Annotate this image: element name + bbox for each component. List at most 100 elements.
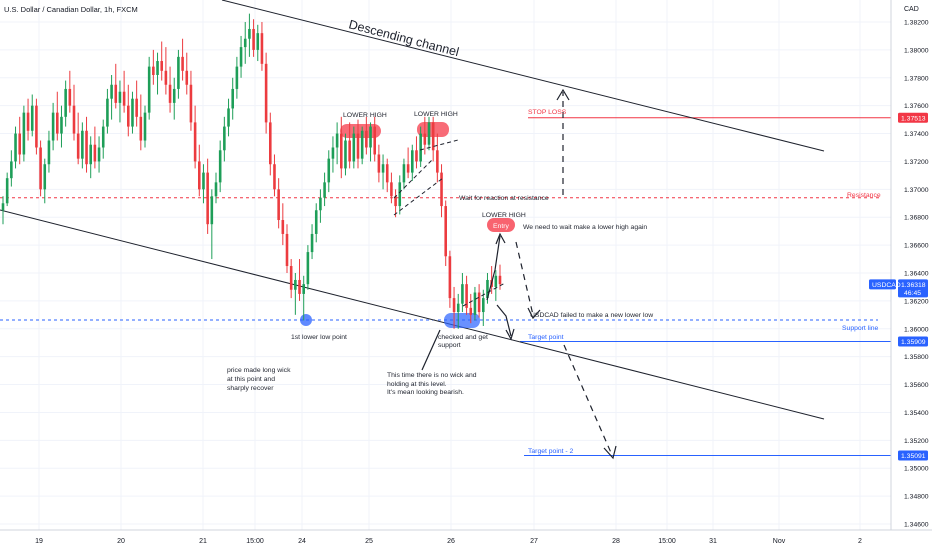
- price-tick-label: 1.35200: [904, 438, 929, 445]
- candle-body: [302, 284, 306, 294]
- candle-body: [223, 126, 226, 151]
- candle-body: [1, 203, 5, 211]
- time-tick-label: 24: [298, 538, 306, 545]
- candle-body: [352, 133, 356, 162]
- price-axis[interactable]: 1.38200 1.38000 1.37800 1.37600 1.37400 1.372…: [904, 20, 929, 529]
- candle-body: [268, 122, 272, 165]
- target-point-2-label: Target point - 2: [528, 448, 574, 455]
- candle-body: [152, 66, 155, 75]
- grid-vertical: [38, 0, 861, 530]
- candle-body: [373, 126, 377, 155]
- candle-body: [147, 66, 151, 113]
- candle-body: [452, 298, 456, 313]
- candle-body: [197, 161, 201, 190]
- candle-body: [344, 140, 347, 169]
- candle-body: [239, 47, 243, 67]
- candle-body: [427, 122, 431, 145]
- grid-horizontal: [0, 21, 891, 525]
- checked-support-label: checked and get support: [438, 334, 488, 349]
- price-badge-value: 1.37513: [901, 115, 926, 122]
- candle-body: [498, 275, 502, 285]
- candle-body: [335, 133, 339, 148]
- candle-body: [10, 161, 13, 179]
- candlestick-series: [1, 13, 502, 329]
- candle-body: [256, 33, 260, 50]
- candle-body: [243, 38, 247, 48]
- candle-body: [22, 112, 26, 155]
- candle-body: [377, 154, 381, 173]
- price-badge: 1.35909: [898, 336, 928, 347]
- resistance-label: Resistance: [847, 192, 881, 199]
- time-tick-label: 2: [858, 538, 862, 545]
- candle-body: [298, 279, 301, 294]
- projection-path: [421, 88, 617, 460]
- target-point-label: Target point: [528, 334, 564, 341]
- long-wick-label: price made long wick at this point and s…: [227, 367, 292, 392]
- price-tick-label: 1.36400: [904, 270, 929, 277]
- time-tick-label: 21: [199, 538, 207, 545]
- candle-body: [160, 61, 164, 71]
- channel-lower-line[interactable]: [0, 209, 825, 420]
- candle-body: [68, 88, 72, 106]
- candle-body: [85, 130, 88, 165]
- first-lower-low-label: 1st lower low point: [291, 334, 347, 341]
- lower-high-again-label: We need to wait make a lower high again: [523, 224, 647, 231]
- candle-body: [289, 266, 293, 290]
- price-tick-label: 1.38000: [904, 47, 929, 54]
- candle-body: [51, 112, 55, 141]
- candle-body: [477, 292, 481, 313]
- candle-body: [135, 98, 138, 117]
- candle-body: [281, 220, 285, 234]
- price-tick-label: 1.37600: [904, 103, 929, 110]
- candle-body: [185, 70, 189, 85]
- support-line-label: Support line: [842, 325, 878, 332]
- candle-body: [390, 182, 393, 197]
- candle-body: [419, 133, 422, 162]
- candle-body: [101, 126, 105, 148]
- time-axis[interactable]: 19 20 21 15:00 24 25 26 27 28 15:00 31 Nov 2: [35, 538, 862, 545]
- candle-body: [131, 98, 134, 127]
- candle-body: [440, 172, 443, 207]
- candle-body: [461, 284, 464, 304]
- price-tick-label: 1.37800: [904, 75, 929, 82]
- time-tick-label: 27: [530, 538, 538, 545]
- price-tick-label: 1.34800: [904, 494, 929, 501]
- candle-body: [252, 28, 255, 50]
- price-tick-label: 1.35600: [904, 382, 929, 389]
- price-levels: [0, 117, 891, 457]
- candle-body: [43, 164, 47, 190]
- price-tick-label: 1.35400: [904, 410, 929, 417]
- candle-body: [398, 182, 402, 207]
- candle-body: [331, 147, 335, 159]
- annotations: LOWER HIGH LOWER HIGH LOWER HIGH Entry W…: [227, 111, 653, 396]
- candle-body: [114, 84, 118, 103]
- channel-upper-line[interactable]: [221, 0, 825, 152]
- candle-body: [156, 61, 159, 75]
- flag-channel: [393, 139, 506, 307]
- candle-body: [35, 105, 38, 148]
- candle-body: [14, 133, 17, 162]
- candle-body: [360, 130, 364, 159]
- candle-body: [181, 56, 184, 71]
- candle-body: [93, 144, 97, 162]
- price-tick-label: 1.36200: [904, 298, 929, 305]
- candle-body: [189, 84, 193, 123]
- price-badge: 1.35091: [898, 450, 928, 461]
- candle-body: [494, 275, 498, 287]
- candle-body: [473, 292, 477, 315]
- candle-body: [406, 164, 410, 173]
- symbol-badge: USDCAD: [872, 282, 901, 289]
- candle-body: [106, 98, 109, 127]
- currency-label: CAD: [904, 6, 919, 13]
- candle-body: [306, 252, 310, 285]
- lower-high-label-2: LOWER HIGH: [414, 111, 458, 118]
- candle-body: [118, 91, 122, 103]
- candle-body: [394, 196, 397, 207]
- entry-zone: [487, 218, 515, 232]
- candle-body: [218, 150, 222, 183]
- time-tick-label: 25: [365, 538, 373, 545]
- candle-body: [122, 91, 126, 106]
